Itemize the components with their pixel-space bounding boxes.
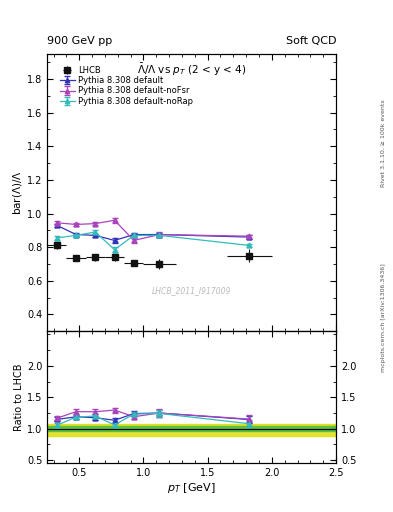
Bar	[47, 424, 336, 436]
Bar	[47, 426, 336, 431]
Text: LHCB_2011_I917009: LHCB_2011_I917009	[152, 286, 231, 295]
Y-axis label: bar($\Lambda$)/$\Lambda$: bar($\Lambda$)/$\Lambda$	[11, 170, 24, 215]
Text: mcplots.cern.ch [arXiv:1306.3436]: mcplots.cern.ch [arXiv:1306.3436]	[381, 263, 386, 372]
X-axis label: $p_T$ [GeV]: $p_T$ [GeV]	[167, 481, 216, 495]
Y-axis label: Ratio to LHCB: Ratio to LHCB	[14, 364, 24, 431]
Text: $\bar{\Lambda}/\Lambda$ vs $p_T$ (2 < y < 4): $\bar{\Lambda}/\Lambda$ vs $p_T$ (2 < y …	[137, 62, 246, 78]
Legend: LHCB, Pythia 8.308 default, Pythia 8.308 default-noFsr, Pythia 8.308 default-noR: LHCB, Pythia 8.308 default, Pythia 8.308…	[57, 63, 195, 108]
Text: Rivet 3.1.10, ≥ 100k events: Rivet 3.1.10, ≥ 100k events	[381, 99, 386, 187]
Text: 900 GeV pp: 900 GeV pp	[47, 36, 112, 46]
Text: Soft QCD: Soft QCD	[286, 36, 336, 46]
